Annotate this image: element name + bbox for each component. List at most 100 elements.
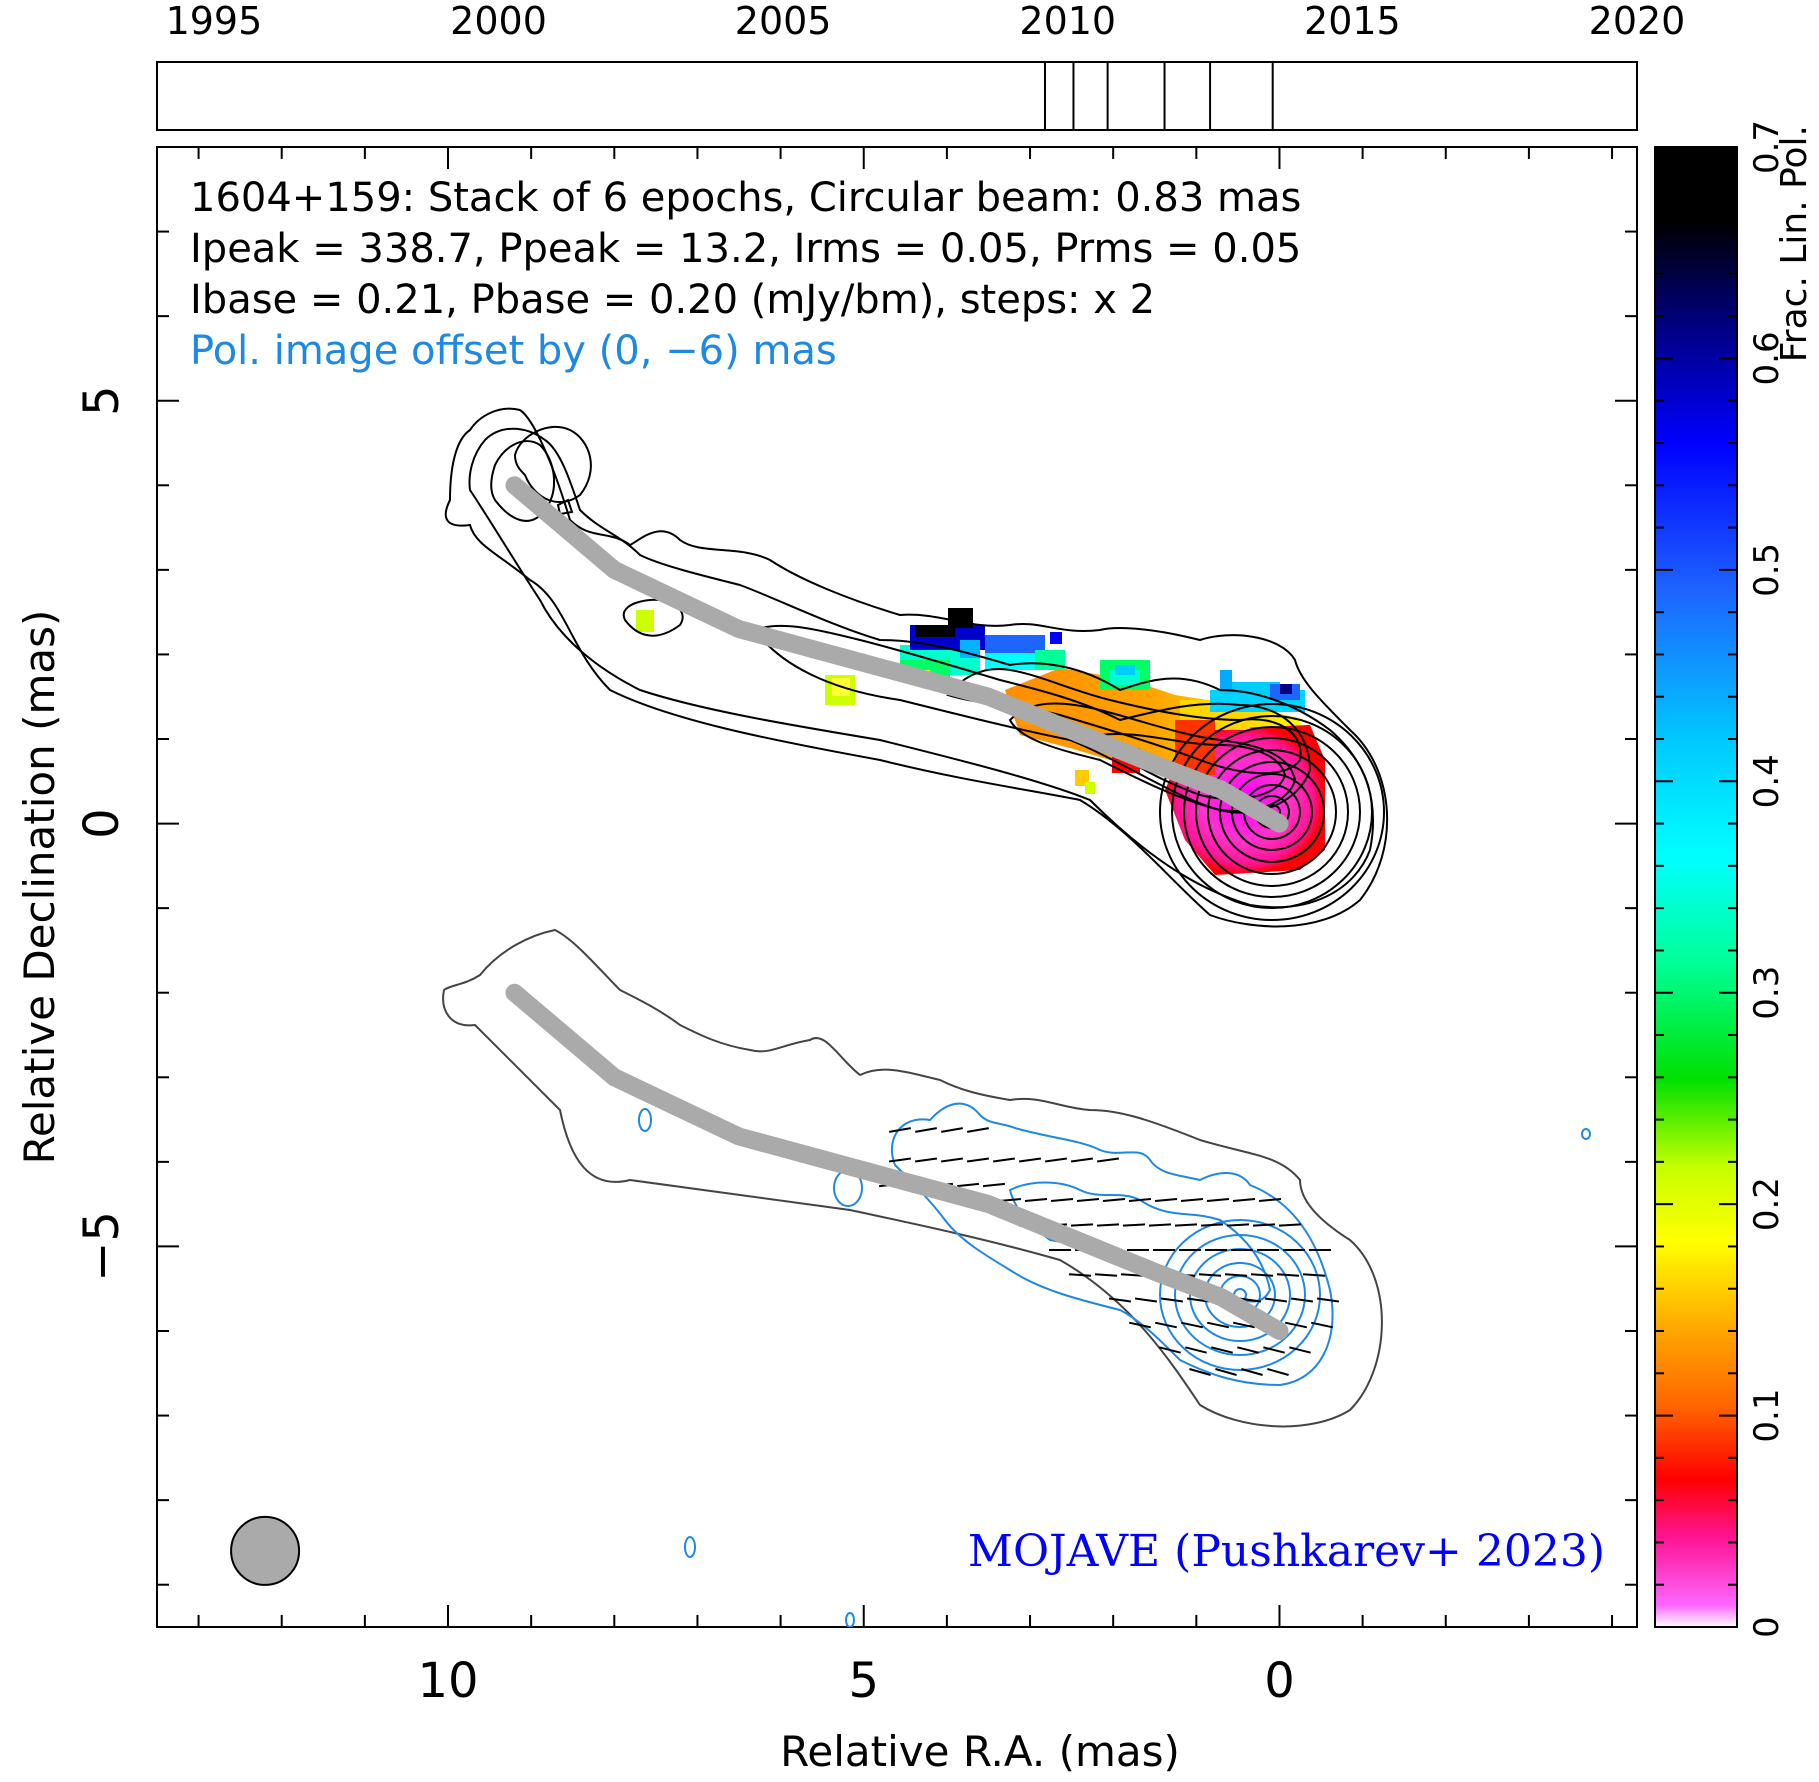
evpa-tick <box>1211 1346 1233 1354</box>
evpa-tick <box>1128 1321 1152 1329</box>
fpol-patch <box>1050 632 1062 644</box>
i-core-contour <box>1171 715 1373 909</box>
x-tick-label: 10 <box>417 1653 478 1709</box>
timeline-year-label: 2020 <box>1589 0 1686 43</box>
jet-ridge-line-offset <box>505 983 1289 1340</box>
evpa-tick <box>1024 1198 1048 1202</box>
evpa-tick <box>1159 1346 1181 1354</box>
fpol-patch <box>960 640 980 658</box>
header-text: 1604+159: Stack of 6 epochs, Circular be… <box>190 175 1301 374</box>
x-tick-label: 5 <box>848 1653 879 1709</box>
evpa-tick <box>1302 1273 1326 1277</box>
p-contour-knot <box>845 1612 855 1627</box>
colorbar-tick-label: 0 <box>1747 1616 1787 1638</box>
evpa-tick <box>1206 1198 1230 1202</box>
evpa-tick <box>956 1182 980 1188</box>
timeline-year-label: 2005 <box>735 0 832 43</box>
i-core-contour <box>1207 749 1337 875</box>
evpa-tick <box>1310 1321 1334 1329</box>
evpa-tick <box>1284 1321 1308 1329</box>
header-line-4: Pol. image offset by (0, −6) mas <box>190 328 837 374</box>
evpa-tick <box>1120 1273 1144 1277</box>
i-contour-2 <box>468 427 1374 909</box>
evpa-tick <box>1276 1273 1300 1277</box>
fpol-patch <box>1085 782 1095 794</box>
evpa-tick <box>966 1157 990 1163</box>
i-core-contour <box>1183 726 1361 898</box>
i-contour-lowest-pol-image <box>442 928 1383 1428</box>
evpa-tick <box>1238 1297 1262 1303</box>
colorbar-gradient <box>1655 147 1737 1627</box>
evpa-tick <box>1252 1223 1276 1227</box>
colorbar-tick-label: 0.3 <box>1747 966 1787 1020</box>
colorbar-tick-label: 0.5 <box>1747 543 1787 597</box>
p-contour-knot <box>684 1536 696 1558</box>
colorbar-tick-label: 0.1 <box>1747 1389 1787 1443</box>
evpa-tick <box>1237 1346 1259 1354</box>
fpol-patch <box>1280 684 1292 694</box>
colorbar-tick-label: 0.2 <box>1747 1177 1787 1231</box>
evpa-tick <box>1068 1273 1092 1277</box>
fpol-patch <box>915 625 955 637</box>
p-core-contour <box>1159 1219 1321 1371</box>
fpol-patch <box>636 610 654 632</box>
evpa-tick <box>1076 1198 1100 1202</box>
evpa-tick <box>1148 1223 1172 1227</box>
axes: 10 5 0 5 0 −5 <box>74 147 1637 1709</box>
i-contour-3 <box>490 440 556 522</box>
timeline-year-label: 1995 <box>166 0 263 43</box>
jet-ridge-line <box>505 476 1289 833</box>
evpa-tick <box>1122 1223 1146 1227</box>
timeline-epoch-markers <box>1044 62 1274 130</box>
i-contour-5 <box>946 668 1302 775</box>
timeline-year-label: 2015 <box>1304 0 1401 43</box>
colorbar-label: Frac. Lin. Pol. <box>1774 125 1815 362</box>
evpa-tick <box>1232 1198 1256 1202</box>
fpol-patch <box>1220 670 1232 692</box>
evpa-tick <box>1044 1157 1068 1163</box>
y-axis-label: Relative Declination (mas) <box>15 610 64 1165</box>
evpa-tick <box>1050 1198 1074 1202</box>
evpa-tick <box>1096 1223 1120 1227</box>
evpa-tick <box>1018 1157 1042 1163</box>
evpa-tick <box>941 1127 963 1133</box>
evpa-tick <box>1290 1297 1314 1303</box>
evpa-tick <box>1232 1321 1256 1329</box>
header-line-3: Ibase = 0.21, Pbase = 0.20 (mJy/bm), ste… <box>190 277 1155 323</box>
evpa-tick <box>1108 1297 1132 1303</box>
evpa-tick <box>940 1157 964 1163</box>
evpa-tick <box>1180 1321 1204 1329</box>
fpol-patch <box>1115 665 1135 675</box>
p-core-contour <box>1174 1234 1306 1356</box>
i-contour-4 <box>753 624 1312 814</box>
evpa-tick <box>1174 1223 1198 1227</box>
plot-frame <box>156 146 1638 1628</box>
colorbar-frame <box>1654 146 1738 1628</box>
evpa-tick <box>1250 1273 1274 1277</box>
y-tick-label: 0 <box>74 808 130 839</box>
evpa-tick <box>967 1127 989 1133</box>
main-plot: 10 5 0 5 0 −5 1604+159: Stack of 6 epochs, Ci… <box>15 146 1638 1776</box>
evpa-tick <box>1206 1321 1230 1329</box>
colorbar-ticks: 0 0.1 0.2 0.3 0.4 0.5 0.6 0.7 <box>1655 120 1787 1638</box>
evpa-tick <box>1264 1297 1288 1303</box>
i-core-contour <box>1231 773 1313 851</box>
evpa-tick <box>1316 1297 1340 1303</box>
evpa-tick <box>1258 1198 1282 1202</box>
header-line-1: 1604+159: Stack of 6 epochs, Circular be… <box>190 175 1301 221</box>
evpa-tick <box>992 1157 1016 1163</box>
timeline-frame <box>156 61 1638 131</box>
colorbar-tick-label: 0.7 <box>1747 120 1787 174</box>
evpa-tick <box>1267 1368 1289 1376</box>
beam-ellipse <box>230 1515 301 1586</box>
evpa-tick <box>1102 1198 1126 1202</box>
i-core-contour <box>1219 761 1325 863</box>
p-contour <box>890 1102 1334 1387</box>
timeline-year-labels: 1995 2000 2005 2010 2015 2020 <box>166 0 1686 43</box>
p-contour-knot <box>638 1108 652 1132</box>
evpa-tick <box>1189 1368 1211 1376</box>
evpa-tick <box>888 1157 912 1163</box>
evpa-tick <box>914 1157 938 1163</box>
jet-ridge-lines <box>505 476 1289 1340</box>
